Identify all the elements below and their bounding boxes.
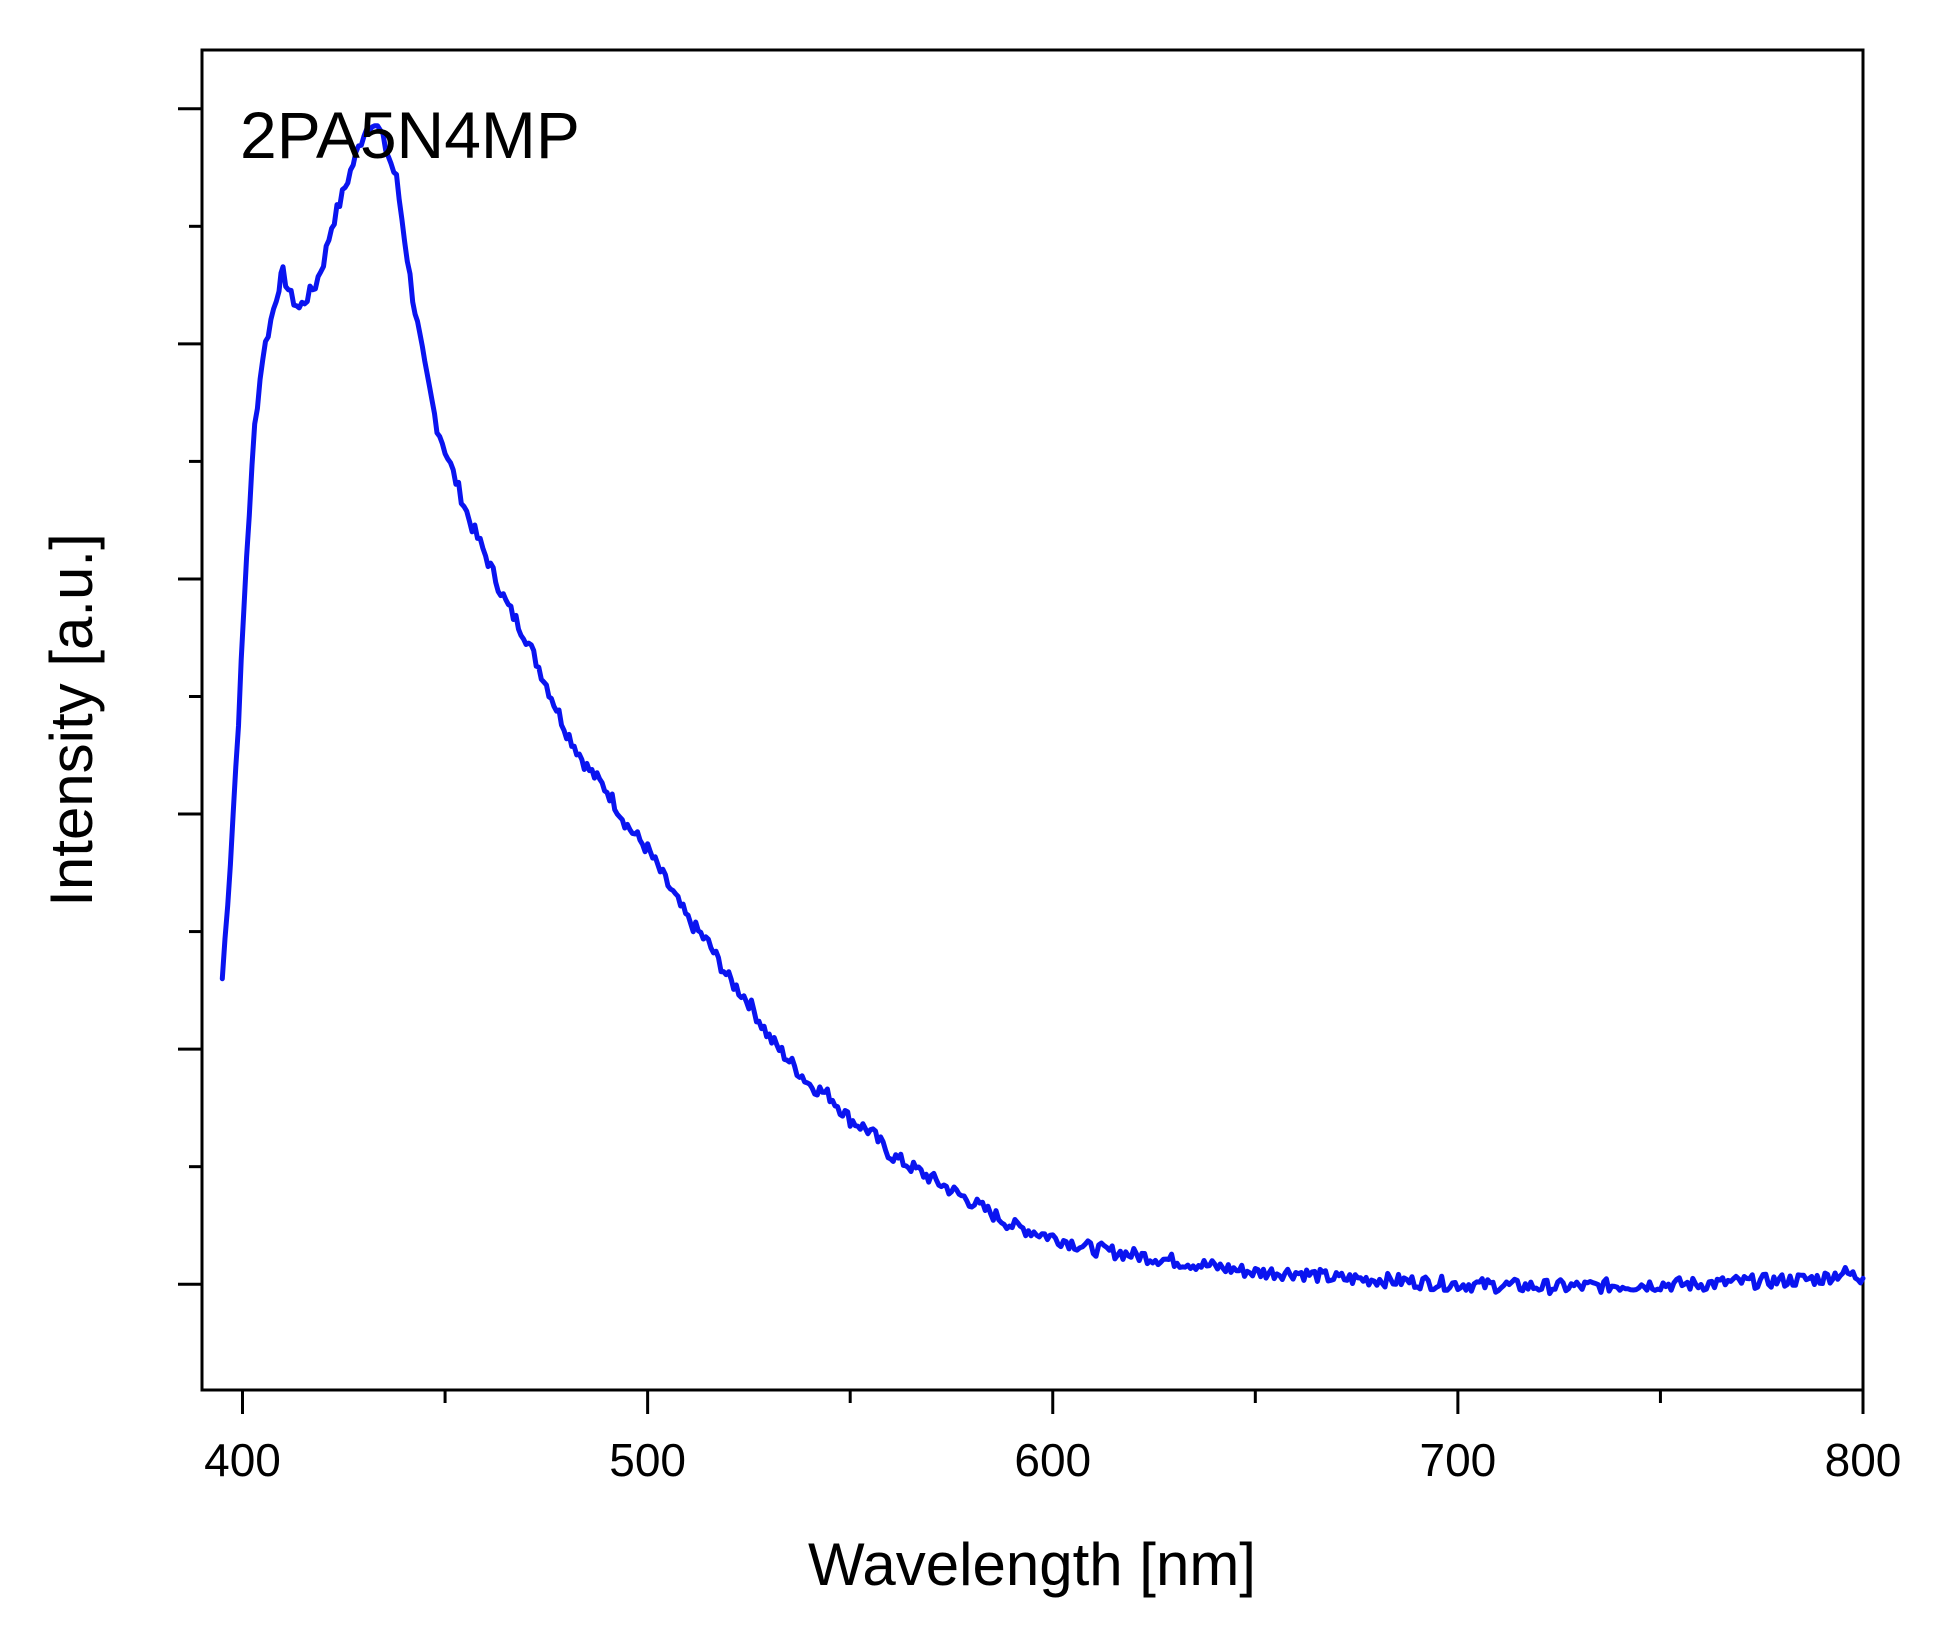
x-tick-label-800: 800 bbox=[1825, 1434, 1902, 1486]
y-axis-title: Intensity [a.u.] bbox=[38, 533, 105, 907]
x-tick-label-500: 500 bbox=[609, 1434, 686, 1486]
x-tick-label-600: 600 bbox=[1014, 1434, 1091, 1486]
sample-label: 2PA5N4MP bbox=[240, 98, 580, 172]
x-tick-label-700: 700 bbox=[1420, 1434, 1497, 1486]
x-axis-title: Wavelength [nm] bbox=[808, 1531, 1256, 1598]
series-line-2PA5N4MP bbox=[219, 123, 1866, 1297]
x-tick-label-400: 400 bbox=[204, 1434, 281, 1486]
x-axis-ticks bbox=[241, 1390, 1865, 1414]
x-axis-tick-labels: 400 500 600 700 800 bbox=[204, 1434, 1901, 1486]
plot-frame bbox=[200, 48, 1865, 1392]
y-axis-ticks bbox=[178, 107, 202, 1286]
